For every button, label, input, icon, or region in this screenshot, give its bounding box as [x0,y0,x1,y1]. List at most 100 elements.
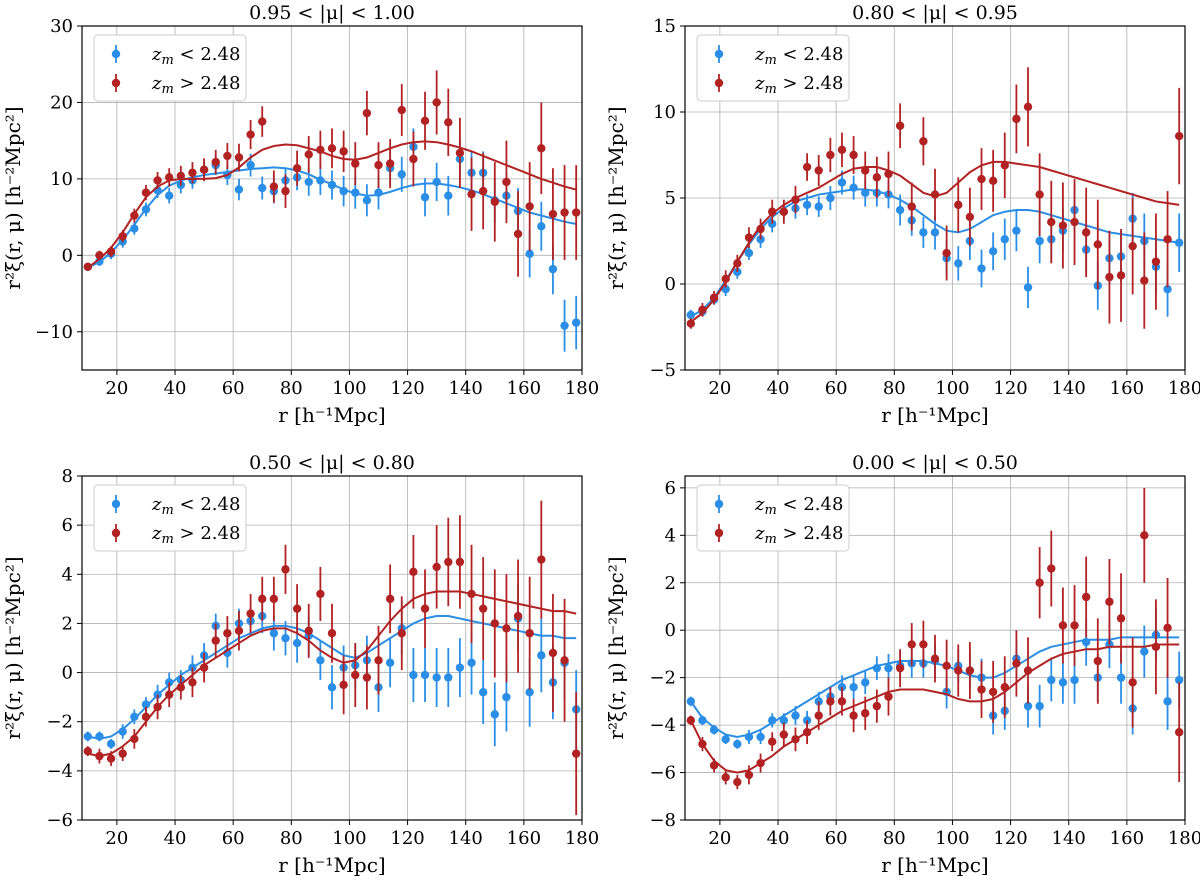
data-point [513,229,523,239]
data-point [478,604,488,613]
data-point [756,758,765,768]
chart-title: 0.00 < |μ| < 0.50 [852,452,1018,474]
data-point [1035,236,1044,246]
x-tick-label: 140 [449,828,483,849]
data-point [141,188,151,197]
data-point [698,739,707,749]
data-point [478,186,488,196]
data-point [965,666,975,675]
data-point [444,191,453,200]
data-point [83,747,93,756]
data-point [826,150,835,160]
x-tick-label: 80 [883,828,906,849]
data-point [211,157,220,167]
data-point [362,108,372,118]
plot-frame [81,25,583,371]
data-point [1000,161,1009,170]
legend-frame [696,484,850,552]
y-axis-label: r²ξ(r, μ) [h⁻²Mpc²] [1,556,25,739]
data-point [988,687,998,697]
legend-marker-point [111,528,121,538]
data-point [409,670,418,680]
data-point [281,565,290,574]
data-point [351,188,360,197]
data-point [942,248,951,258]
data-point [455,663,465,672]
data-point [385,658,395,667]
data-point [292,163,302,173]
data-point [304,626,313,635]
data-point [571,318,581,327]
data-point [537,222,546,231]
x-tick-label: 20 [708,378,731,399]
x-tick-label: 40 [767,378,790,399]
x-tick-label: 180 [565,378,599,399]
y-tick-label: −10 [35,322,73,343]
data-point [1163,697,1172,706]
data-point [339,680,348,690]
data-point [826,697,835,706]
data-point [837,145,847,155]
data-point [304,150,313,159]
x-tick-label: 160 [507,828,541,849]
data-point [525,688,534,697]
y-axis-label: r²ξ(r, μ) [h⁻²Mpc²] [1,106,25,289]
data-point [849,150,858,160]
data-point [409,154,418,164]
data-point [95,732,104,741]
data-point [316,145,325,155]
x-axis-label: r [h⁻¹Mpc] [881,403,988,427]
data-point [698,305,707,314]
data-point [733,777,742,787]
data-point [397,629,406,638]
legend-label: zm > 2.48 [151,523,240,547]
data-point [744,248,754,258]
data-point [721,735,730,744]
data-point [141,700,151,709]
x-tick-label: 100 [935,378,969,399]
data-point [861,166,870,175]
data-point [525,202,534,211]
data-point [884,169,893,179]
data-point [1070,621,1079,630]
data-point [721,274,730,284]
legend-label: zm > 2.48 [754,73,843,97]
data-point [548,264,558,274]
legend: zm < 2.48 zm > 2.48 [93,484,247,552]
data-point [895,205,905,215]
data-point [954,200,963,210]
data-point [246,160,255,170]
data-point [281,186,290,196]
legend-marker-point [714,528,724,538]
data-point [1116,673,1126,682]
data-point [1070,675,1079,685]
y-tick-label: 5 [665,188,676,209]
data-point [988,247,998,256]
data-point [826,193,835,203]
x-tick-label: 180 [1168,828,1200,849]
data-point [432,177,441,187]
data-point [118,727,127,736]
data-point [1081,637,1091,647]
y-tick-label: 0 [665,620,676,641]
y-tick-label: −5 [649,360,676,381]
data-point [246,130,255,139]
data-point [733,739,742,749]
data-point [560,321,569,330]
data-point [1174,675,1184,685]
data-point [977,685,986,694]
y-tick-label: −2 [46,712,73,733]
legend-frame [93,34,247,102]
data-point [1116,614,1126,623]
data-point [744,770,754,780]
data-point [153,176,162,185]
x-tick-label: 60 [825,378,848,399]
data-point [525,249,534,259]
data-point [733,259,742,268]
data-point [258,183,267,193]
data-point [420,116,430,125]
y-tick-label: 6 [665,478,676,499]
legend-frame [696,34,850,102]
data-point [432,98,441,107]
data-point [165,191,174,200]
